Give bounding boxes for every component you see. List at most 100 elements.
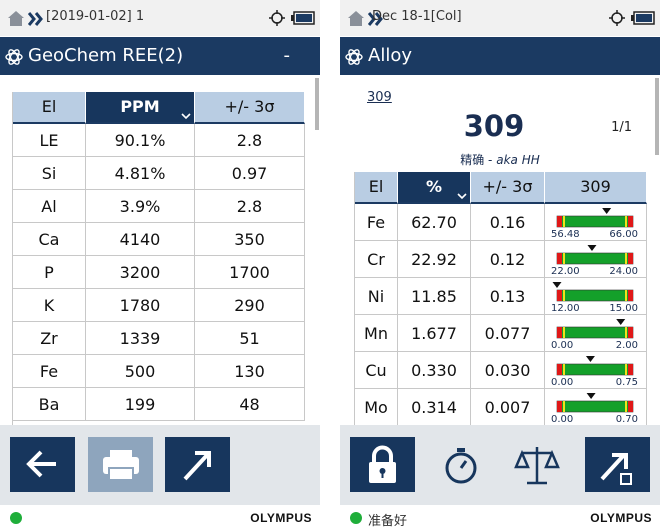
gauge-warn-low <box>563 401 565 412</box>
range-gauge <box>556 245 634 265</box>
grade-link[interactable]: 309 <box>367 90 392 105</box>
scrollbar[interactable] <box>655 78 659 155</box>
table-cell: 350 <box>195 223 305 256</box>
content: 309 309 1/1 精确 - aka HH El% +/- 3σ 309 Fe 62… <box>340 75 660 425</box>
table-cell: 1780 <box>86 289 195 322</box>
gauge-body <box>556 252 634 265</box>
table-cell: 0.030 <box>471 352 545 389</box>
table-cell: 51 <box>195 322 305 355</box>
table-cell: 4.81% <box>86 157 195 190</box>
table-cell: 90.1% <box>86 124 195 157</box>
table-cell: 130 <box>195 355 305 388</box>
gauge-marker <box>586 393 596 399</box>
column-header[interactable]: +/- 3σ <box>471 172 545 204</box>
chevrons[interactable] <box>28 12 44 26</box>
gps-icon <box>609 10 625 26</box>
compare-button[interactable] <box>505 437 570 492</box>
timer-button[interactable] <box>428 437 493 492</box>
chevrons[interactable] <box>368 12 384 26</box>
range-min: 22.00 <box>551 266 580 277</box>
range-max: 15.00 <box>609 303 638 314</box>
sort-caret <box>457 193 467 200</box>
gauge-warn-low <box>563 290 565 301</box>
table-cell: 22.92 <box>398 241 471 278</box>
table-cell: P <box>13 256 86 289</box>
scrollbar[interactable] <box>315 78 319 130</box>
column-header[interactable]: 309 <box>545 172 647 204</box>
range-gauge <box>552 282 634 302</box>
gauge-low <box>557 290 562 301</box>
table-cell: Ca <box>13 223 86 256</box>
table-cell: 0.077 <box>471 315 545 352</box>
print-button[interactable] <box>88 437 153 492</box>
back-button[interactable] <box>10 437 75 492</box>
lock-button[interactable] <box>350 437 415 492</box>
page-indicator: 1/1 <box>611 120 632 135</box>
range-min: 0.00 <box>551 377 574 388</box>
gauge-low <box>557 253 562 264</box>
range-cell: 0.00 2.00 <box>545 315 647 352</box>
range-min: 56.48 <box>551 229 580 240</box>
column-header[interactable]: El <box>355 172 398 204</box>
range-max: 66.00 <box>609 229 638 240</box>
range-gauge <box>556 319 634 339</box>
screen-title: GeoChem REE(2) <box>28 45 184 66</box>
table-cell: 290 <box>195 289 305 322</box>
gauge-low <box>557 216 562 227</box>
table-cell: 199 <box>86 388 195 421</box>
app-icon <box>345 49 363 65</box>
table-cell: Ba <box>13 388 86 421</box>
gauge-low <box>557 401 562 412</box>
match-quality: 精确 - <box>460 153 493 167</box>
home-icon[interactable] <box>6 9 26 27</box>
left-panel: [2019-01-02] 1 GeoChem REE(2) - El PPM +/-… <box>0 0 320 531</box>
status-dot <box>350 512 362 524</box>
gauge-marker <box>616 319 626 325</box>
gauge-marker <box>602 208 612 214</box>
range-cell: 12.00 15.00 <box>545 278 647 315</box>
table-cell: Zr <box>13 322 86 355</box>
subtitle: 精确 - aka HH <box>340 151 660 168</box>
table-cell: Si <box>13 157 86 190</box>
table-cell: Ni <box>355 278 398 315</box>
range-max: 0.70 <box>615 414 638 425</box>
gps-icon <box>269 10 285 26</box>
table-cell: 48 <box>195 388 305 421</box>
breadcrumb: [2019-01-02] 1 <box>46 9 145 24</box>
gauge-high <box>628 364 633 375</box>
battery-icon <box>291 11 315 25</box>
gauge-warn-high <box>625 327 627 338</box>
grade-heading: 309 <box>463 109 525 143</box>
home-icon[interactable] <box>346 9 366 27</box>
range-max: 24.00 <box>609 266 638 277</box>
sort-caret <box>181 113 191 120</box>
title-bar: Alloy <box>340 37 660 75</box>
table-cell: 0.12 <box>471 241 545 278</box>
status-bar: [2019-01-02] 1 <box>0 0 320 36</box>
breadcrumb: Dec 18-1[Col] <box>372 9 462 24</box>
range-max: 0.75 <box>615 377 638 388</box>
gauge-body <box>556 289 634 302</box>
column-header[interactable]: +/- 3σ <box>195 92 305 124</box>
title-action[interactable]: - <box>283 45 291 66</box>
column-header[interactable]: PPM <box>86 92 195 124</box>
range-gauge <box>556 393 634 413</box>
caret-shape <box>457 193 467 200</box>
range-gauge <box>556 208 634 228</box>
column-header[interactable]: El <box>13 92 86 124</box>
export-button[interactable] <box>585 437 650 492</box>
range-cell: 56.48 66.00 <box>545 204 647 241</box>
gauge-warn-high <box>625 401 627 412</box>
table-cell: 0.97 <box>195 157 305 190</box>
caret-shape <box>181 113 191 120</box>
column-header[interactable]: % <box>398 172 471 204</box>
gauge-body <box>556 400 634 413</box>
table-cell: 500 <box>86 355 195 388</box>
gauge-low <box>557 364 562 375</box>
export-button[interactable] <box>165 437 230 492</box>
gauge-body <box>556 363 634 376</box>
range-gauge <box>556 356 634 376</box>
gauge-warn-low <box>563 253 565 264</box>
table-cell: 0.007 <box>471 389 545 425</box>
status-text: 准备好 <box>368 514 408 529</box>
